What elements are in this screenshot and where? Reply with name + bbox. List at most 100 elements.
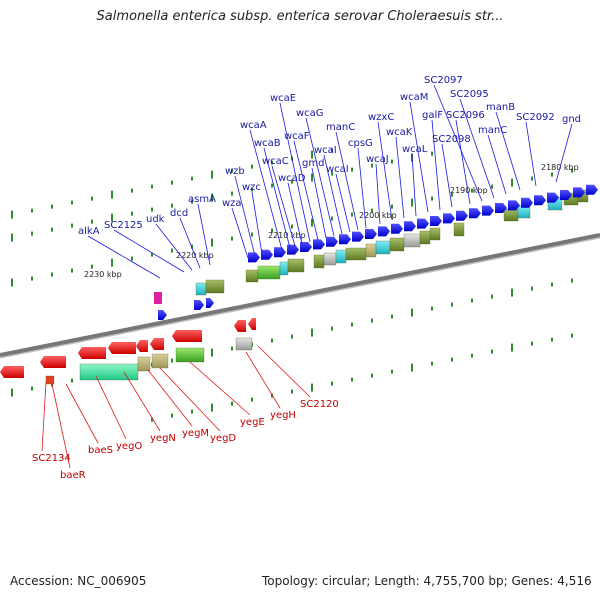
gene-label: gnd bbox=[562, 114, 581, 125]
reverse-cds-arrow bbox=[108, 342, 136, 354]
callout-line bbox=[251, 191, 263, 255]
forward-cds-arrow bbox=[443, 213, 455, 224]
callout-line bbox=[455, 119, 471, 205]
gene-label: wcaF bbox=[284, 131, 310, 142]
feature-blocks bbox=[0, 184, 598, 385]
callout-line bbox=[411, 153, 417, 217]
gene-label: wzxC bbox=[368, 112, 394, 123]
gene-label: SC2098 bbox=[432, 134, 471, 145]
gene-label: wzc bbox=[242, 182, 261, 193]
gene-label: manC bbox=[478, 125, 507, 136]
forward-cds-arrow bbox=[391, 223, 403, 234]
forward-feature-block bbox=[257, 265, 281, 280]
forward-feature-block bbox=[453, 222, 465, 237]
forward-cds-arrow bbox=[482, 205, 494, 216]
green-tick-rows bbox=[11, 148, 573, 422]
callout-line bbox=[287, 182, 303, 245]
callout-line bbox=[95, 375, 127, 440]
forward-feature-block bbox=[279, 261, 289, 276]
callout-line bbox=[65, 383, 99, 444]
gene-label: wcaL bbox=[402, 144, 428, 155]
forward-feature-block bbox=[419, 230, 431, 245]
gene-label: galF bbox=[422, 110, 443, 121]
reverse-feature-block bbox=[79, 363, 139, 381]
callout-line bbox=[51, 383, 71, 469]
callout-line bbox=[189, 361, 251, 416]
callout-line bbox=[245, 351, 281, 409]
forward-cds-arrow bbox=[378, 226, 390, 237]
callout-line bbox=[433, 84, 483, 202]
forward-cds-arrow bbox=[521, 197, 533, 208]
callout-line bbox=[311, 167, 327, 239]
forward-cds-arrow bbox=[261, 249, 273, 260]
callout-line bbox=[335, 131, 359, 231]
gene-label: alkA bbox=[78, 226, 100, 237]
reverse-feature-block bbox=[235, 337, 253, 351]
reverse-feature-block bbox=[45, 375, 55, 385]
forward-feature-block bbox=[245, 269, 259, 283]
reverse-cds-arrow bbox=[234, 320, 246, 332]
gene-label: wzb bbox=[225, 166, 245, 177]
gene-label: wcaB bbox=[254, 138, 281, 149]
callout-line bbox=[555, 123, 573, 183]
gene-label: wza bbox=[222, 198, 242, 209]
gene-label: SC2092 bbox=[516, 112, 555, 123]
forward-cds-arrow bbox=[560, 190, 572, 200]
gene-label: manB bbox=[486, 102, 515, 113]
map-title: Salmonella enterica subsp. enterica sero… bbox=[96, 9, 504, 24]
gene-label: wcaG bbox=[296, 108, 324, 119]
callout-line bbox=[293, 140, 319, 241]
forward-cds-arrow bbox=[339, 234, 351, 245]
scale-label: 2230 kbp bbox=[84, 270, 122, 279]
forward-cds-arrow bbox=[430, 216, 442, 226]
callout-line bbox=[525, 121, 537, 187]
callout-line bbox=[495, 111, 521, 191]
gene-label: baeS bbox=[88, 445, 113, 456]
callout-line bbox=[197, 203, 211, 266]
gene-label: yegM bbox=[182, 428, 209, 439]
forward-cds-arrow bbox=[365, 229, 377, 239]
forward-feature-block bbox=[195, 282, 207, 296]
callout-line bbox=[441, 143, 453, 208]
forward-cds-arrow bbox=[287, 244, 299, 255]
forward-feature-block bbox=[503, 208, 519, 222]
callout-line bbox=[279, 102, 311, 243]
forward-cds-arrow bbox=[248, 252, 260, 263]
reverse-cds-arrow bbox=[248, 318, 256, 330]
reverse-feature-block bbox=[151, 353, 169, 369]
gene-label: yegH bbox=[270, 410, 296, 421]
scale-label: 2190 kbp bbox=[450, 186, 488, 195]
forward-cds-arrow bbox=[547, 192, 559, 203]
reverse-feature-block bbox=[137, 356, 151, 372]
gene-label: wcaI bbox=[314, 145, 337, 156]
callout-line bbox=[409, 101, 429, 213]
reverse-cds-arrow bbox=[0, 366, 24, 378]
gene-label: wcaA bbox=[240, 120, 267, 131]
gene-label: cpsG bbox=[348, 138, 373, 149]
gene-label: wcaJ bbox=[366, 154, 389, 165]
callout-line bbox=[249, 129, 283, 251]
gene-label: asmA bbox=[188, 194, 216, 205]
gene-label: yegO bbox=[116, 441, 142, 452]
callout-line bbox=[377, 121, 393, 221]
forward-cds-arrow bbox=[404, 221, 416, 232]
gene-label: manC bbox=[326, 122, 355, 133]
forward-feature-block bbox=[323, 252, 337, 266]
forward-feature-block bbox=[375, 240, 391, 255]
callout-line bbox=[234, 175, 256, 257]
callout-line bbox=[257, 345, 311, 398]
gene-label: udk bbox=[146, 214, 165, 225]
backbone-line bbox=[0, 233, 600, 357]
gene-label: SC2097 bbox=[424, 75, 463, 86]
forward-feature-block bbox=[335, 249, 347, 264]
callout-line bbox=[231, 207, 249, 259]
accession-text: Accession: NC_006905 bbox=[10, 574, 147, 588]
gene-label: gmd bbox=[302, 158, 324, 169]
callout-line bbox=[305, 117, 335, 237]
gene-label: yegD bbox=[210, 433, 236, 444]
callout-line bbox=[87, 235, 161, 279]
callout-line bbox=[271, 165, 296, 247]
reverse-cds-arrow bbox=[172, 330, 202, 342]
gene-label: wcaI bbox=[326, 164, 349, 175]
